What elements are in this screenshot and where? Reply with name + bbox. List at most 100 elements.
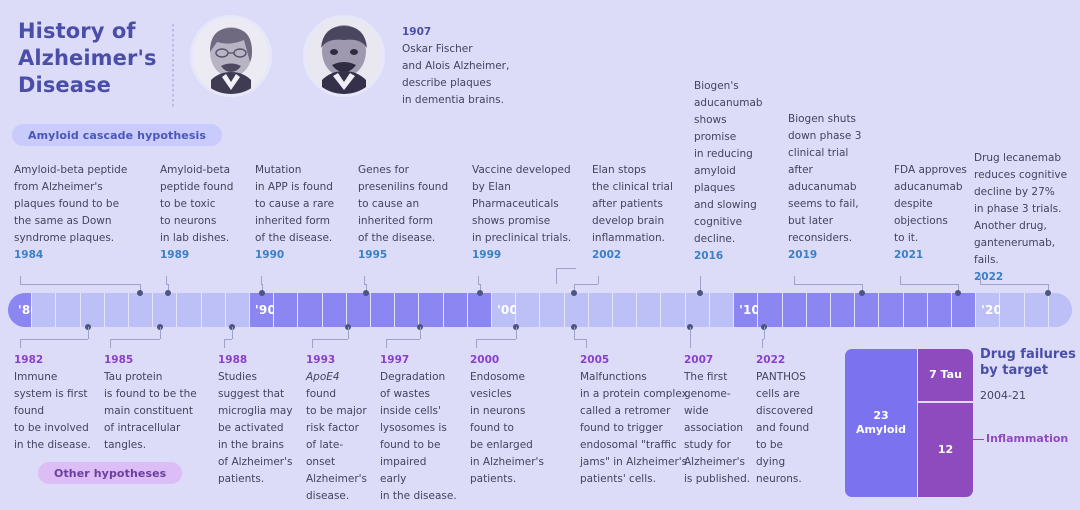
- timeline-event: Biogen shuts down phase 3 clinical trial af…: [788, 111, 888, 264]
- connector-line: [586, 339, 587, 348]
- event-line: inside cells': [380, 405, 441, 417]
- event-line: Endosome: [470, 371, 525, 383]
- timeline-segment: [637, 293, 662, 327]
- event-line: aducanumab: [788, 181, 857, 193]
- event-year: 2021: [894, 249, 924, 261]
- connector-line: [480, 284, 481, 293]
- connector-line: [20, 339, 88, 340]
- event-year: 1995: [358, 249, 388, 261]
- page-title: History of Alzheimer's Disease: [18, 18, 168, 99]
- connector-line: [764, 327, 765, 339]
- connector-line: [700, 276, 701, 284]
- timeline-decade-label: '00: [497, 303, 519, 317]
- event-line: Tau protein: [104, 371, 163, 383]
- timeline-segment: [564, 293, 589, 327]
- event-line: syndrome plaques.: [14, 232, 115, 244]
- title-divider: [172, 24, 174, 108]
- event-line: dying: [756, 456, 786, 468]
- event-line: reconsiders.: [788, 232, 853, 244]
- event-line: genome-: [684, 388, 731, 400]
- timeline-segment: [903, 293, 928, 327]
- connector-line: [386, 339, 387, 348]
- timeline-marker-dot: [1045, 290, 1051, 296]
- connector-line: [312, 339, 348, 340]
- event-line: to neurons: [160, 215, 217, 227]
- event-line: Alzheimer's: [684, 456, 746, 468]
- event-line: called a retromer: [580, 405, 671, 417]
- event-year: 1990: [255, 249, 285, 261]
- legend-pill-other-hypotheses[interactable]: Other hypotheses: [38, 462, 183, 484]
- event-line: Alzheimer's: [306, 473, 368, 485]
- connector-line: [980, 284, 1048, 285]
- event-line: but later: [788, 215, 834, 227]
- connector-line: [574, 284, 598, 285]
- event-line: the clinical trial: [592, 181, 673, 193]
- event-year: 1907: [402, 26, 432, 38]
- timeline-marker-dot: [477, 290, 483, 296]
- event-line: to be major: [306, 405, 367, 417]
- timeline-segment: [879, 293, 904, 327]
- connector-line: [598, 276, 599, 284]
- timeline-segment: [1000, 293, 1025, 327]
- timeline-marker-dot: [571, 290, 577, 296]
- event-line: patients.: [218, 473, 265, 485]
- event-line: in preclinical trials.: [472, 232, 572, 244]
- event-line: aducanumab: [894, 181, 963, 193]
- event-year: 1984: [14, 249, 44, 261]
- event-text: Endosome vesicles in neurons found to be enl…: [470, 369, 570, 488]
- event-line: found to: [470, 422, 514, 434]
- chart-title-line-2: by target: [980, 363, 1049, 379]
- event-year: 2002: [592, 249, 622, 261]
- timeline-segment: [225, 293, 251, 327]
- timeline-segment: '90: [250, 293, 276, 327]
- treemap-label-tau: 7 Tau: [929, 368, 962, 382]
- timeline-event: 1985 Tau protein is found to be the main co…: [104, 352, 216, 454]
- event-text: Genes for presenilins found to cause an inh…: [358, 162, 478, 247]
- event-line: decline by 27%: [974, 186, 1055, 198]
- event-line: system is first: [14, 388, 88, 400]
- event-line: found to be: [380, 439, 441, 451]
- event-line: microglia may: [218, 405, 293, 417]
- connector-line: [478, 276, 479, 284]
- timeline-bar[interactable]: '80 '90 '00 '10 '20: [8, 293, 1072, 327]
- connector-line: [476, 339, 477, 348]
- timeline-event: 1988 Studies suggest that microglia may be a…: [218, 352, 314, 488]
- timeline-segment: [1048, 293, 1072, 327]
- connector-line: [166, 276, 167, 284]
- treemap-cell-inflammation[interactable]: 12: [918, 403, 973, 497]
- event-text: The first genome-wide association study for…: [684, 369, 774, 488]
- event-text: Biogen shuts down phase 3 clinical trial af…: [788, 111, 888, 247]
- event-line: of the disease.: [255, 232, 333, 244]
- timeline-segment: [951, 293, 977, 327]
- treemap-value-amyloid: 23: [873, 409, 889, 423]
- event-line: Studies: [218, 371, 257, 383]
- connector-line: [690, 339, 691, 348]
- event-line: reduces cognitive: [974, 169, 1068, 181]
- timeline-segment: [80, 293, 105, 327]
- timeline-segment: [685, 293, 710, 327]
- timeline-segment: [540, 293, 565, 327]
- event-line: Degradation: [380, 371, 446, 383]
- event-line: neurons.: [756, 473, 802, 485]
- event-line: Oskar Fischer: [402, 43, 473, 55]
- legend-arrow-amyloid-icon: [208, 130, 215, 140]
- event-text: Vaccine developed by Elan Pharmaceuticals s…: [472, 162, 596, 247]
- event-year: 2000: [470, 354, 500, 366]
- event-line: fails.: [974, 254, 999, 266]
- connector-line: [261, 284, 262, 285]
- connector-line: [516, 327, 517, 339]
- event-text: Drug lecanemab reduces cognitive decline b…: [974, 150, 1080, 269]
- connector-line: [20, 339, 21, 348]
- portrait-alois-alzheimer: [306, 18, 382, 94]
- event-line: and found: [756, 422, 810, 434]
- treemap-cell-amyloid[interactable]: 23 Amyloid: [845, 349, 917, 497]
- legend-pill-amyloid-cascade[interactable]: Amyloid cascade hypothesis: [12, 124, 222, 146]
- timeline-segment: [588, 293, 614, 327]
- treemap-cell-tau[interactable]: 7 Tau: [918, 349, 973, 401]
- connector-line: [762, 339, 764, 340]
- connector-line: [312, 339, 313, 348]
- connector-line: [168, 284, 169, 293]
- connector-line: [574, 339, 586, 340]
- timeline-decade-label: '20: [981, 303, 1003, 317]
- chart-title: Drug failures by target: [980, 347, 1080, 380]
